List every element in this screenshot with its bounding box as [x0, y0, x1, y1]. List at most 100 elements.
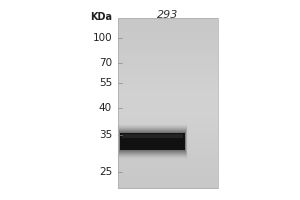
- Bar: [118, 75, 218, 78]
- Bar: [120, 133, 185, 150]
- Text: 70: 70: [99, 58, 112, 68]
- Bar: [118, 120, 218, 123]
- Bar: [118, 148, 218, 150]
- Bar: [118, 133, 218, 135]
- Bar: [118, 71, 218, 74]
- Bar: [118, 129, 218, 131]
- Bar: [118, 18, 218, 188]
- Bar: [118, 58, 218, 61]
- Bar: [118, 31, 218, 33]
- Bar: [118, 67, 218, 70]
- Text: 55: 55: [99, 78, 112, 88]
- Bar: [118, 167, 218, 169]
- Bar: [118, 152, 218, 154]
- Bar: [118, 126, 218, 129]
- Bar: [118, 60, 218, 63]
- Bar: [118, 69, 218, 72]
- Bar: [118, 77, 218, 80]
- Bar: [118, 186, 218, 188]
- Bar: [118, 101, 218, 104]
- Text: 35: 35: [99, 130, 112, 140]
- Bar: [118, 169, 218, 171]
- Bar: [118, 150, 218, 152]
- Bar: [118, 112, 218, 114]
- Bar: [118, 128, 187, 155]
- Bar: [118, 171, 218, 174]
- Bar: [118, 184, 218, 186]
- Bar: [118, 105, 218, 108]
- Bar: [118, 127, 187, 156]
- Bar: [118, 33, 218, 36]
- Bar: [118, 20, 218, 23]
- Bar: [118, 26, 218, 29]
- Bar: [118, 182, 218, 184]
- Bar: [118, 92, 218, 95]
- Bar: [118, 80, 218, 82]
- Bar: [118, 39, 218, 42]
- Text: 40: 40: [99, 103, 112, 113]
- Bar: [118, 158, 218, 161]
- Bar: [118, 177, 218, 180]
- Text: KDa: KDa: [90, 12, 112, 22]
- Bar: [118, 125, 188, 158]
- Bar: [118, 24, 218, 27]
- Bar: [118, 29, 218, 31]
- Bar: [118, 107, 218, 110]
- Bar: [118, 135, 218, 138]
- Bar: [118, 165, 218, 167]
- Bar: [122, 134, 183, 138]
- Bar: [118, 86, 218, 89]
- Text: 100: 100: [92, 33, 112, 43]
- Bar: [118, 154, 218, 157]
- Bar: [118, 99, 218, 101]
- Bar: [117, 124, 188, 159]
- Bar: [118, 180, 218, 182]
- Bar: [118, 50, 218, 52]
- Bar: [119, 131, 186, 152]
- Bar: [118, 139, 218, 142]
- Bar: [118, 37, 218, 40]
- Bar: [118, 175, 218, 178]
- Bar: [119, 129, 186, 154]
- Bar: [119, 130, 186, 153]
- Bar: [118, 95, 218, 97]
- Bar: [118, 109, 218, 112]
- Bar: [120, 133, 185, 150]
- Bar: [118, 103, 218, 106]
- Bar: [118, 35, 218, 38]
- Bar: [118, 52, 218, 55]
- Text: 293: 293: [157, 10, 179, 20]
- Bar: [118, 84, 218, 86]
- Bar: [118, 126, 187, 157]
- Bar: [120, 132, 185, 151]
- Bar: [118, 114, 218, 116]
- Bar: [118, 143, 218, 146]
- Bar: [118, 18, 218, 21]
- Bar: [118, 82, 218, 84]
- Bar: [118, 63, 218, 65]
- Text: 25: 25: [99, 167, 112, 177]
- Bar: [118, 146, 218, 148]
- Bar: [118, 88, 218, 91]
- Bar: [118, 44, 218, 46]
- Bar: [118, 41, 218, 44]
- Bar: [118, 73, 218, 76]
- Bar: [118, 173, 218, 176]
- Bar: [118, 48, 218, 50]
- Bar: [118, 65, 218, 67]
- Bar: [118, 160, 218, 163]
- Bar: [118, 162, 218, 165]
- Bar: [118, 137, 218, 140]
- Bar: [118, 54, 218, 57]
- Bar: [118, 122, 218, 125]
- Bar: [118, 156, 218, 159]
- Bar: [118, 118, 218, 120]
- Bar: [118, 46, 218, 48]
- Bar: [118, 22, 218, 25]
- Bar: [118, 116, 218, 118]
- Bar: [118, 90, 218, 93]
- Bar: [118, 131, 218, 133]
- Bar: [118, 97, 218, 99]
- Bar: [118, 141, 218, 144]
- Bar: [118, 56, 218, 59]
